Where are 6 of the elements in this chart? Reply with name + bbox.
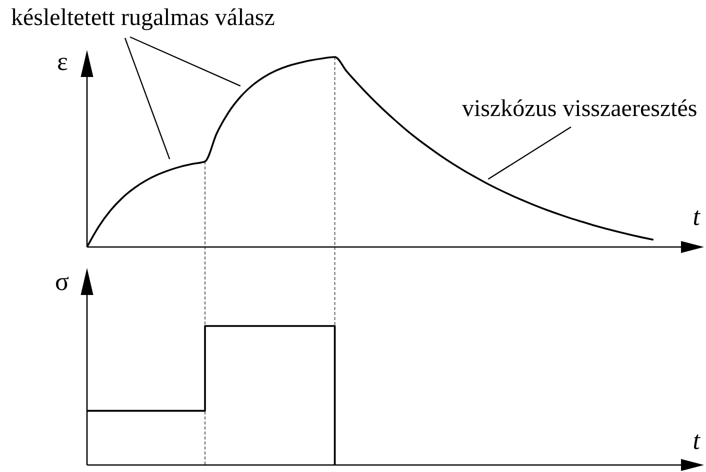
x-axis-title: t [692, 202, 701, 231]
y-axis-title: σ [55, 267, 70, 296]
annotation: viszkózus visszaeresztés [462, 96, 698, 122]
text: késleltetett rugalmas válasz [11, 5, 275, 31]
x-axis-title: t [692, 426, 701, 455]
y-axis-title: ε [57, 47, 68, 76]
